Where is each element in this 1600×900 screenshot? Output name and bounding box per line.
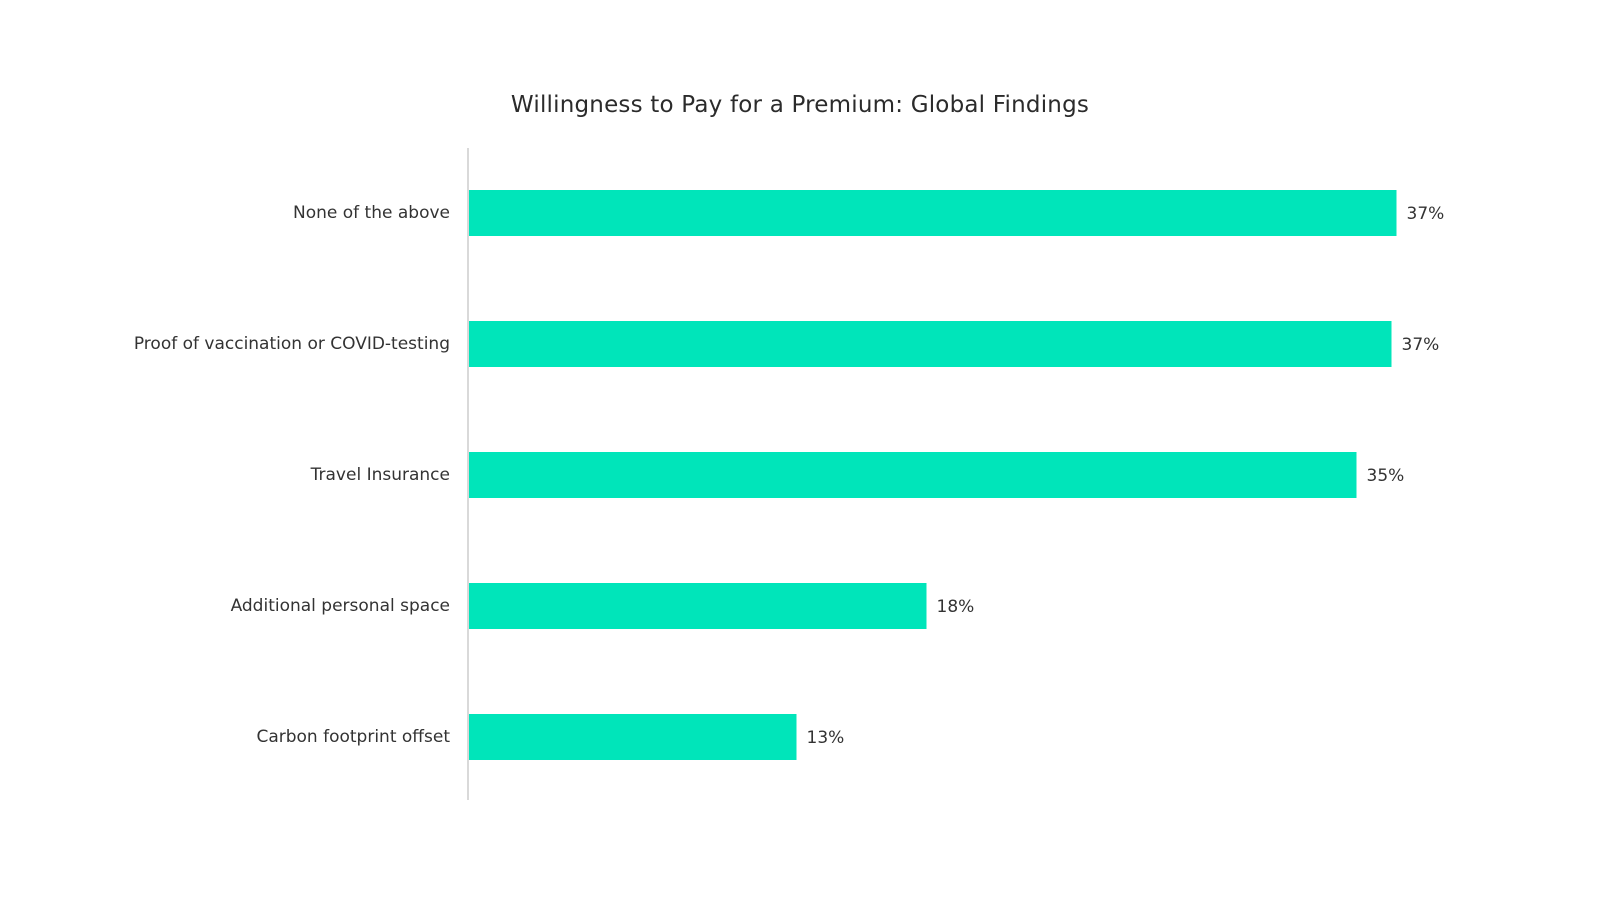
value-label: 18% bbox=[937, 597, 975, 617]
category-label: Carbon footprint offset bbox=[256, 727, 450, 747]
value-label: 35% bbox=[1367, 466, 1405, 486]
category-label: Proof of vaccination or COVID-testing bbox=[134, 334, 450, 354]
category-label: Additional personal space bbox=[231, 596, 450, 616]
bar bbox=[469, 190, 1397, 236]
value-label: 37% bbox=[1407, 204, 1445, 224]
category-labels: None of the above Proof of vaccination or… bbox=[134, 203, 450, 747]
bars-group bbox=[469, 190, 1397, 760]
value-labels: 37% 37% 35% 18% 13% bbox=[807, 204, 1445, 748]
value-label: 13% bbox=[807, 728, 845, 748]
bar bbox=[469, 452, 1357, 498]
category-label: Travel Insurance bbox=[310, 465, 450, 485]
bar bbox=[469, 583, 927, 629]
category-label: None of the above bbox=[293, 203, 450, 223]
chart-title: Willingness to Pay for a Premium: Global… bbox=[510, 92, 1090, 118]
bar bbox=[469, 714, 797, 760]
bar bbox=[469, 321, 1392, 367]
value-label: 37% bbox=[1402, 335, 1440, 355]
